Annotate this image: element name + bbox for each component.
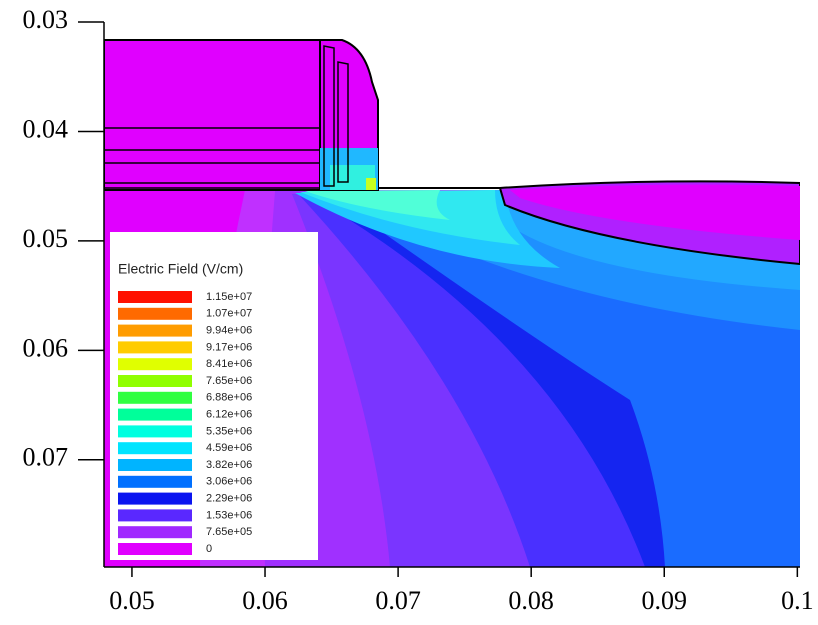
x-tick-label: 0.05: [109, 586, 155, 615]
legend-label: 7.65e+05: [206, 526, 252, 538]
axes: 0.05 0.06 0.07 0.08 0.09 0.1 0.03 0.04 0.05 0.06 0…: [23, 5, 814, 615]
legend-swatch: [118, 391, 192, 404]
legend-swatch: [118, 358, 192, 371]
legend-label: 9.94e+06: [206, 325, 252, 337]
legend-swatch: [118, 526, 192, 539]
legend-swatch: [118, 307, 192, 320]
legend-label: 0: [206, 543, 212, 555]
x-tick-label: 0.07: [375, 586, 421, 615]
legend-swatch: [118, 442, 192, 455]
legend-label: 2.29e+06: [206, 493, 252, 505]
x-tick-label: 0.09: [642, 586, 688, 615]
legend-swatch: [118, 459, 192, 471]
x-tick-label: 0.08: [508, 586, 554, 615]
legend-label: 3.06e+06: [206, 476, 252, 488]
legend: Electric Field (V/cm) 1.15e+07 1.07e+07 9.…: [110, 232, 318, 560]
y-tick-label: 0.07: [23, 443, 69, 472]
legend-swatch: [118, 543, 192, 555]
legend-label: 1.53e+06: [206, 509, 252, 521]
x-tick-label: 0.1: [781, 586, 814, 615]
legend-label: 3.82e+06: [206, 459, 252, 471]
legend-title: Electric Field (V/cm): [118, 261, 243, 277]
drain-region: [510, 184, 800, 240]
legend-label: 6.88e+06: [206, 392, 252, 404]
legend-swatch: [118, 291, 192, 303]
legend-swatch: [118, 408, 192, 421]
legend-label: 5.35e+06: [206, 425, 252, 437]
legend-swatch: [118, 341, 192, 354]
legend-label: 1.15e+07: [206, 291, 252, 303]
gate-layers: [104, 127, 320, 189]
legend-swatch: [118, 375, 192, 387]
legend-label: 7.65e+06: [206, 375, 252, 387]
y-tick-label: 0.03: [23, 5, 69, 34]
field-region: [305, 190, 450, 220]
y-tick-label: 0.06: [23, 333, 69, 362]
legend-swatch: [118, 492, 192, 505]
legend-label: 9.17e+06: [206, 341, 252, 353]
y-tick-label: 0.05: [23, 224, 69, 253]
legend-label: 8.41e+06: [206, 358, 252, 370]
legend-swatch: [118, 475, 192, 488]
x-tick-label: 0.06: [242, 586, 288, 615]
legend-label: 1.07e+07: [206, 308, 252, 320]
field: [104, 39, 800, 567]
legend-label: 4.59e+06: [206, 442, 252, 454]
legend-swatch: [118, 509, 192, 522]
legend-label: 6.12e+06: [206, 409, 252, 421]
gate-stack: [104, 39, 321, 191]
spacer-field: [366, 178, 376, 190]
spacer-layers: [323, 45, 349, 187]
y-tick-label: 0.04: [23, 114, 69, 143]
legend-swatch: [118, 324, 192, 337]
legend-swatch: [118, 425, 192, 438]
